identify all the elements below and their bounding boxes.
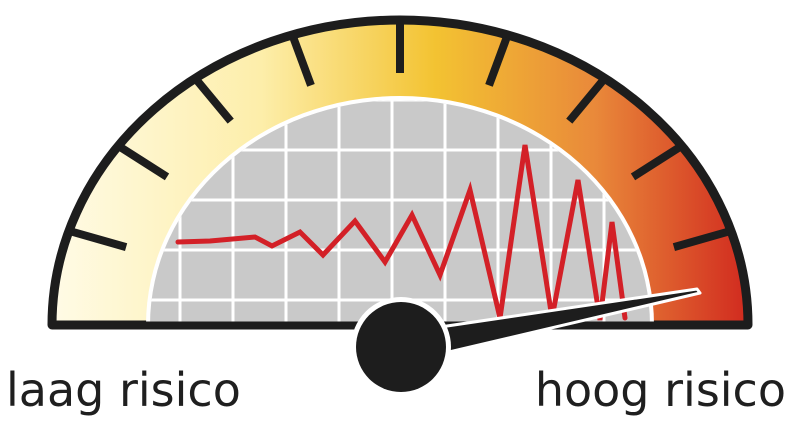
hub-icon <box>351 297 451 397</box>
gauge-tick <box>118 144 170 181</box>
gauge-tick <box>289 36 315 87</box>
gauge-tick <box>566 78 606 124</box>
gauge-tick <box>194 78 234 124</box>
gauge-tick <box>672 227 730 251</box>
high-risk-label: hoog risico <box>534 363 786 417</box>
risk-signal-line <box>175 144 628 321</box>
gauge-tick <box>485 36 511 87</box>
gauge-ticks <box>70 23 730 251</box>
low-risk-label: laag risico <box>6 363 241 417</box>
gauge-tick <box>630 144 682 181</box>
gauge-tick <box>70 227 128 251</box>
